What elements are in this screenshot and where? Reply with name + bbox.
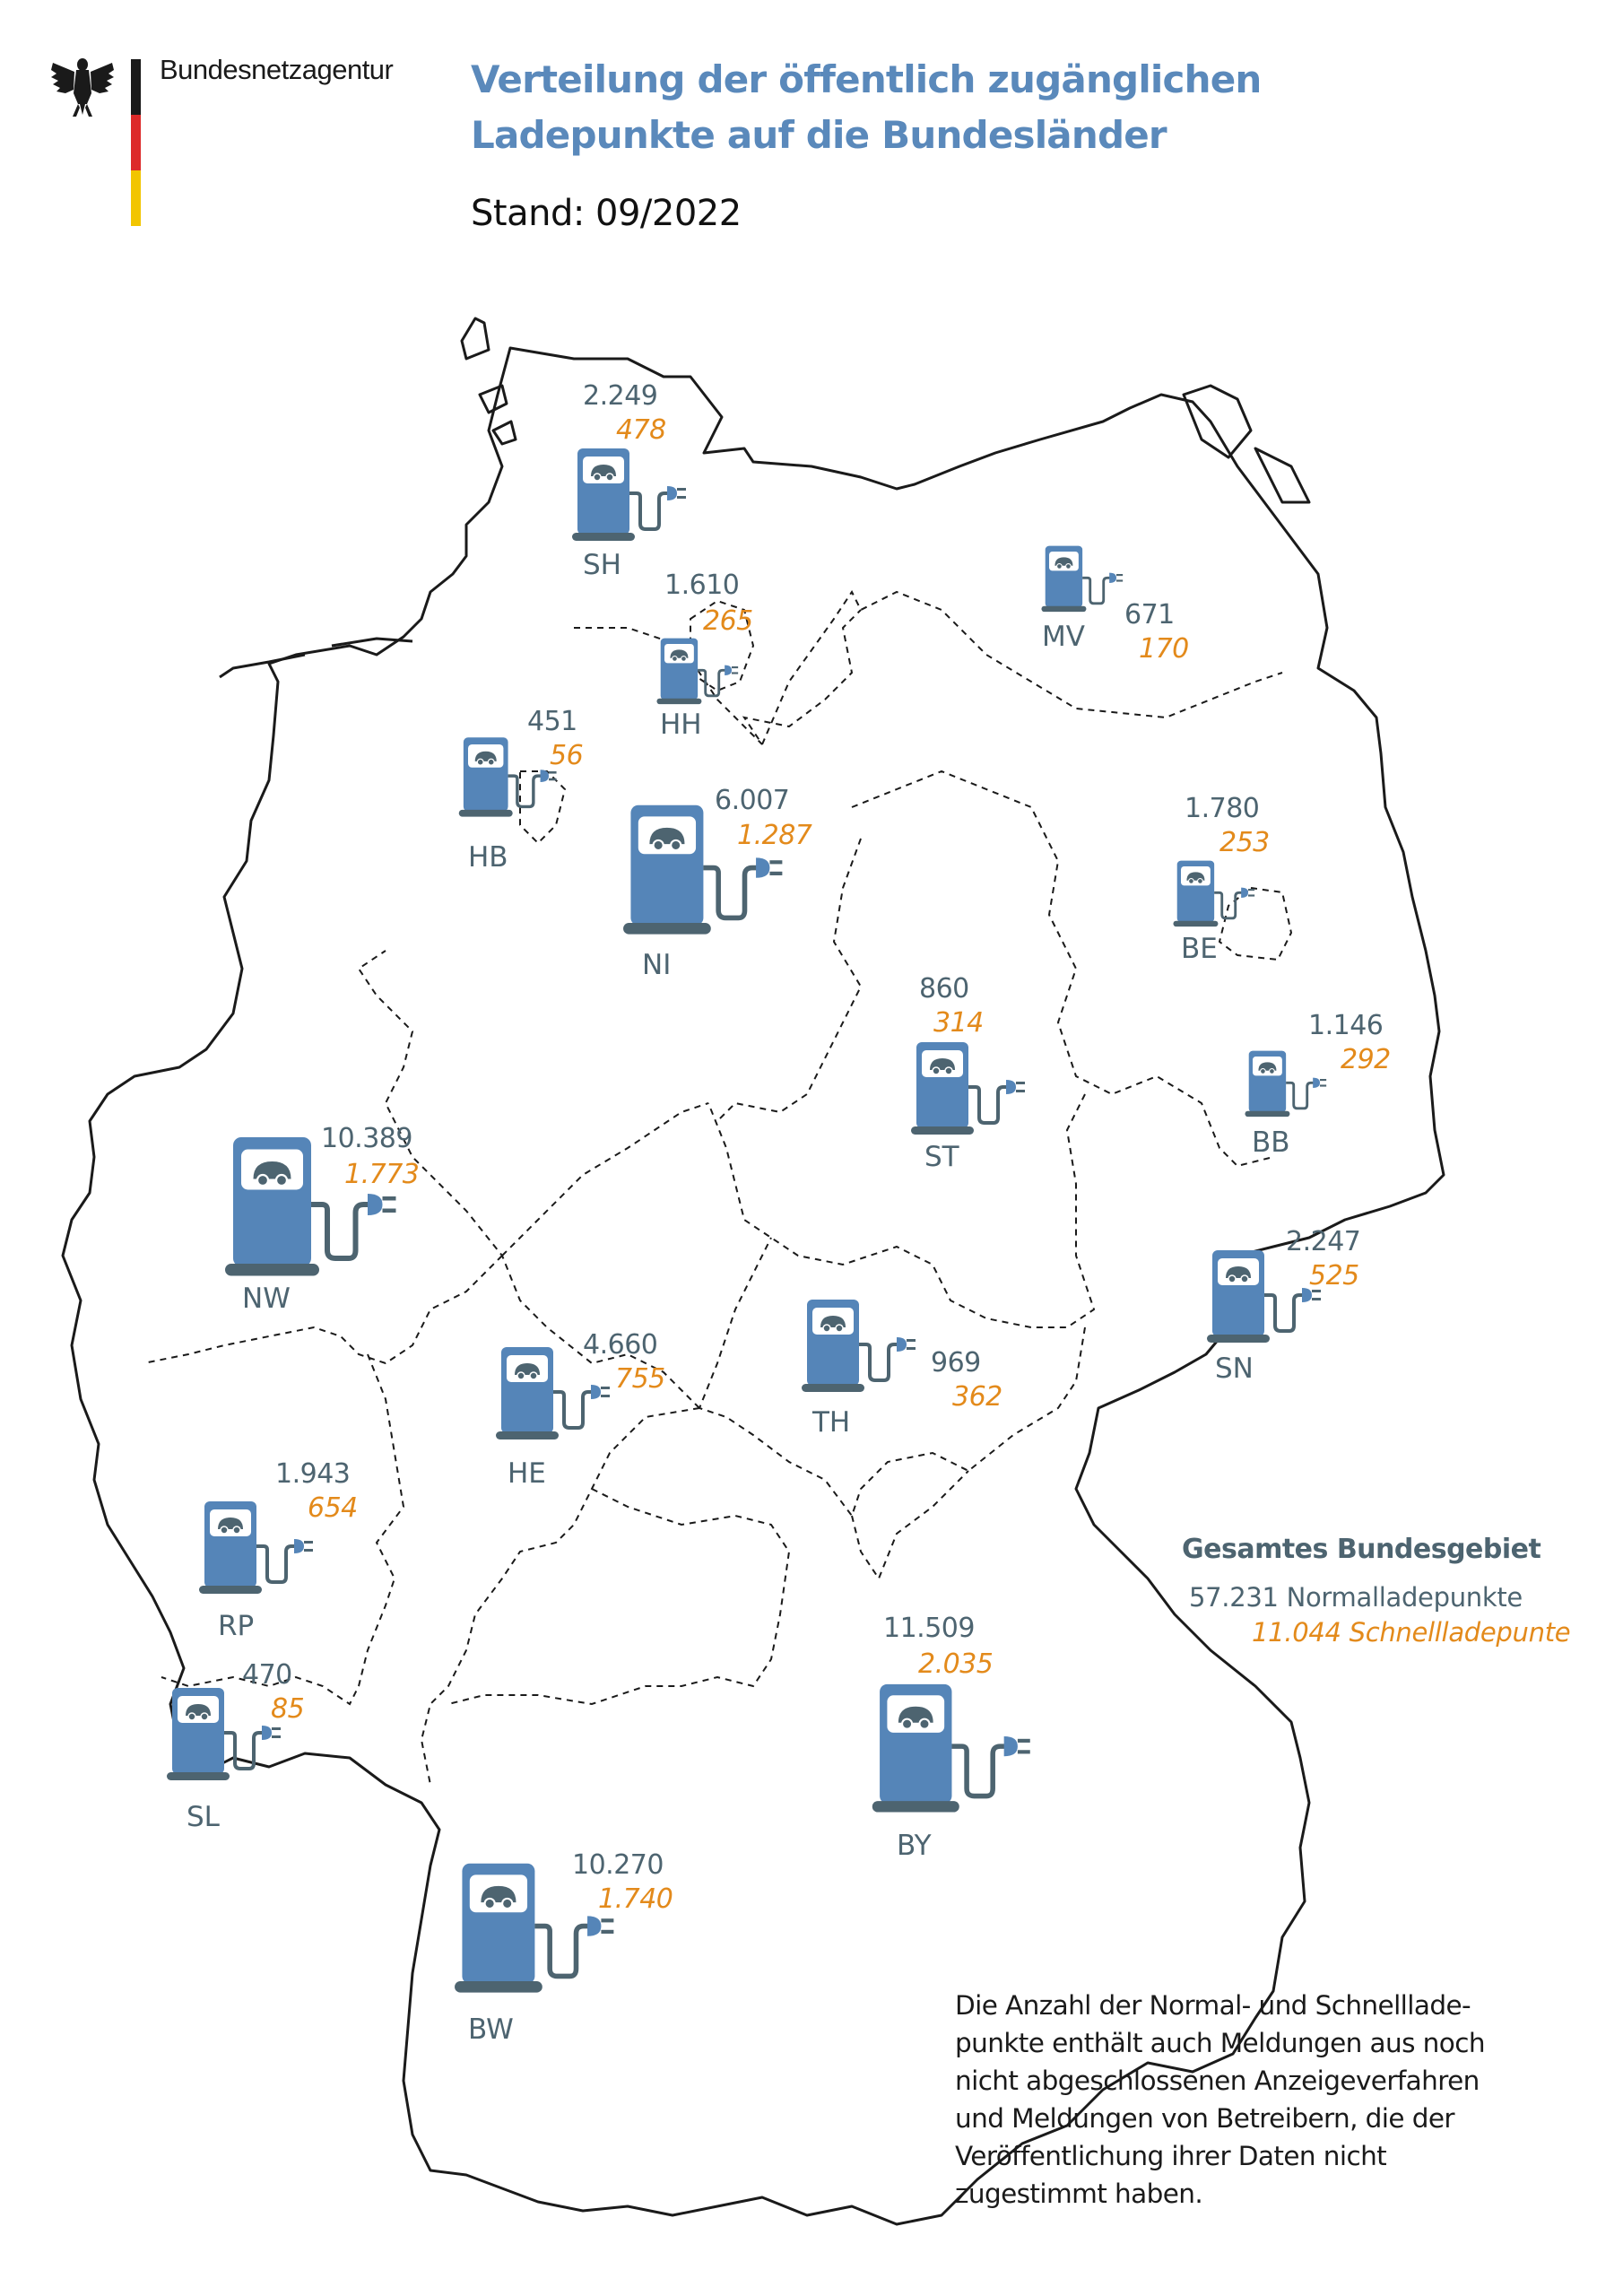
footnote-line: punkte enthält auch Meldungen aus noch [955,2028,1486,2058]
normal-count: 10.389 [321,1123,412,1154]
charging-station-icon [1245,1050,1327,1118]
state-code: NW [242,1283,291,1315]
charging-station-icon [623,804,783,935]
charging-station-icon [1041,545,1124,613]
fast-count: 314 [933,1007,984,1039]
normal-count: 671 [1124,599,1175,631]
normal-count: 1.610 [664,570,740,601]
state-code: HE [508,1457,546,1490]
normal-count: 2.247 [1286,1226,1361,1257]
stand-date: Stand: 09/2022 [471,193,742,234]
page-title: Verteilung der öffentlich zugänglichen L… [471,52,1262,163]
fast-count: 1.740 [598,1883,673,1915]
state-code: TH [812,1406,851,1439]
charging-station-icon [1173,860,1255,927]
totals-panel: Gesamtes Bundesgebiet 57.231 Normalladep… [1182,1534,1571,1648]
footnote-line: zugestimmt haben. [955,2179,1203,2209]
state-code: HB [468,841,508,874]
state-code: BE [1181,933,1218,965]
fast-count: 170 [1139,633,1189,665]
title-line-1: Verteilung der öffentlich zugänglichen [471,57,1262,101]
charging-station-icon [455,1863,614,1993]
fast-count: 253 [1219,827,1270,858]
normal-count: 6.007 [715,785,790,816]
fast-count: 525 [1309,1260,1359,1292]
flag-stripe [131,59,141,226]
totals-title: Gesamtes Bundesgebiet [1182,1534,1541,1565]
fast-count: 292 [1341,1044,1391,1075]
state-code: RP [218,1610,255,1642]
normal-count: 451 [527,706,577,737]
charging-station-icon [872,1683,1030,1813]
charging-station-icon [167,1688,281,1780]
state-code: HH [660,709,702,741]
state-code: BY [897,1830,932,1862]
footnote-line: nicht abgeschlossenen Anzeigeverfahren [955,2066,1480,2096]
fast-count: 2.035 [918,1648,994,1680]
state-code: SN [1215,1352,1254,1385]
state-code: SH [583,549,621,581]
normal-count: 2.249 [583,380,658,412]
charging-station-icon [911,1042,1025,1135]
state-code: NI [642,949,672,981]
charging-station-icon [1207,1250,1321,1343]
fast-count: 85 [271,1693,305,1725]
normal-count: 1.943 [275,1458,351,1490]
fast-count: 1.773 [344,1159,420,1190]
footnote: Die Anzahl der Normal- und Schnelllade- … [955,1987,1601,2213]
organization-name: Bundesnetzagentur [160,54,394,85]
state-code: SL [187,1801,220,1833]
charging-station-icon [496,1347,610,1439]
state-border [574,609,862,745]
charging-station-icon [802,1300,916,1392]
normal-count: 470 [242,1659,292,1691]
normal-count: 10.270 [572,1849,664,1881]
federal-eagle-icon [49,54,117,118]
normal-count: 11.509 [883,1613,975,1644]
country-border [61,346,1445,2226]
fast-count: 56 [550,740,584,771]
charging-station-icon [572,448,686,541]
state-code: BW [468,2013,514,2046]
charging-station-icon [656,638,739,705]
charging-station-icon [225,1137,396,1276]
charging-station-icon [458,737,557,817]
normal-count: 1.780 [1185,793,1260,824]
footnote-line: Veröffentlichung ihrer Daten nicht [955,2141,1387,2171]
fast-count: 478 [616,414,666,446]
state-code: BB [1252,1126,1290,1159]
totals-normal: 57.231 Normalladepunkte [1189,1582,1523,1613]
fast-count: 362 [952,1381,1002,1413]
footnote-line: Die Anzahl der Normal- und Schnelllade- [955,1990,1471,2021]
normal-count: 1.146 [1308,1010,1384,1041]
title-line-2: Ladepunkte auf die Bundesländer [471,113,1167,157]
normal-count: 969 [931,1347,981,1378]
normal-count: 4.660 [583,1329,658,1361]
fast-count: 1.287 [737,820,812,851]
state-code: ST [924,1141,959,1173]
normal-count: 860 [919,973,969,1004]
totals-fast: 11.044 Schnellladepunte [1252,1617,1571,1648]
fast-count: 755 [615,1363,665,1395]
charging-station-icon [199,1501,313,1594]
footnote-line: und Meldungen von Betreibern, die der [955,2103,1455,2134]
fast-count: 654 [308,1492,358,1524]
fast-count: 265 [703,605,753,637]
state-code: MV [1042,621,1085,653]
